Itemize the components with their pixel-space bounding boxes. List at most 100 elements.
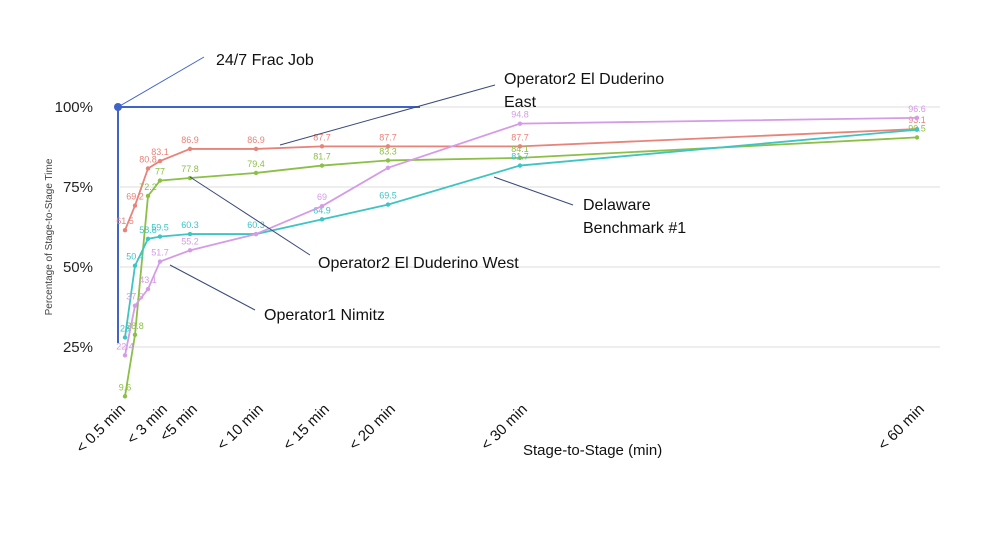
y-axis-label: Percentage of Stage-to-Stage Time [44,158,55,315]
data-point [187,231,193,237]
y-tick-label: 75% [63,179,93,196]
data-point [122,335,128,340]
x-tick-label: < 20 min [346,401,399,454]
annotation-leader [189,176,311,256]
data-label: 69 [317,192,327,202]
data-label: 37.9 [126,292,144,302]
data-label: 87.7 [313,132,331,142]
series-line-1 [124,136,918,397]
data-label: 59.5 [151,223,169,233]
data-label: 96.6 [908,104,926,114]
annotation-leader [279,84,496,146]
data-label: 86.9 [181,135,199,145]
data-label: 43.1 [139,275,157,285]
data-label: 9.6 [119,382,132,392]
data-label: 51.7 [151,248,169,258]
data-label: 79.4 [247,159,265,169]
data-point [157,234,163,239]
data-point [132,303,138,308]
data-label: 60.3 [181,220,199,230]
data-label: 77.8 [181,164,199,174]
data-label: 87.7 [511,132,529,142]
y-tick-label: 100% [55,99,93,116]
data-point [253,170,259,176]
x-tick-label: < 15 min [280,401,333,454]
data-point [385,165,391,170]
data-point [253,231,259,237]
x-tick-label: < 0.5 min [73,401,129,457]
data-point [145,286,151,292]
data-label: 83.1 [151,147,169,157]
x-tick-label: < 10 min [214,401,267,454]
data-point [157,158,163,164]
data-point [187,146,193,152]
data-point [517,163,523,168]
x-axis-label: Stage-to-Stage (min) [523,442,662,459]
annotation-leader [493,176,574,206]
data-label: 81.7 [511,152,529,162]
series-line-3 [124,116,918,356]
data-point [253,146,259,152]
data-point [122,353,128,358]
data-point [385,202,391,207]
data-label: 86.9 [247,135,265,145]
data-point [385,144,391,149]
data-point [517,144,523,149]
data-label: 69.5 [379,191,397,201]
data-label: 81.7 [313,152,331,162]
data-point [517,121,523,126]
annotation-label: Benchmark #1 [583,220,686,237]
annotation-label: Delaware [583,197,651,214]
data-point [187,175,193,181]
annotation-label: East [504,94,537,111]
data-label: 87.7 [379,132,397,142]
annotation-label: 24/7 Frac Job [216,52,314,69]
y-tick-label: 50% [63,259,93,276]
data-label: 94.8 [511,110,529,120]
data-point [132,203,138,208]
data-label: 61.5 [116,216,134,226]
annotation-leader [117,56,205,108]
data-point [319,144,325,149]
data-point [517,155,523,161]
data-point [157,259,163,264]
data-point [319,163,325,168]
data-label: 77 [155,167,165,177]
data-point [145,166,151,171]
data-point [132,332,138,338]
data-point [132,263,138,268]
data-point [145,236,151,242]
data-point [914,135,920,140]
x-tick-label: < 60 min [875,401,928,454]
data-point [122,394,128,399]
data-label: 84.1 [511,144,529,154]
data-label: 93.1 [908,115,926,125]
annotation-label: Operator1 Nimitz [264,307,385,324]
annotation-leader [169,264,256,311]
data-point [319,204,325,209]
data-label: 80.8 [139,154,157,164]
data-point [914,127,920,132]
data-label: 58.8 [139,225,157,235]
y-tick-label: 25% [63,339,93,356]
data-label: 83.3 [379,146,397,156]
data-point [157,178,163,183]
data-label: 64.9 [313,205,331,215]
data-label: 22.4 [116,341,134,351]
data-point [319,217,325,222]
data-point [187,248,193,253]
data-label: 72.2 [139,182,157,192]
data-point [914,115,920,121]
data-label: 69.2 [126,192,144,202]
data-label: 55.2 [181,236,199,246]
data-label: 60.3 [247,220,265,230]
data-point [122,228,128,233]
data-point [145,193,151,199]
data-label: 28.8 [126,321,144,331]
data-label: 28 [120,323,130,333]
annotation-label: Operator2 El Duderino West [318,255,519,272]
data-label: 50.4 [126,252,144,262]
series-line-2 [124,128,918,338]
annotation-label: Operator2 El Duderino [504,71,664,88]
